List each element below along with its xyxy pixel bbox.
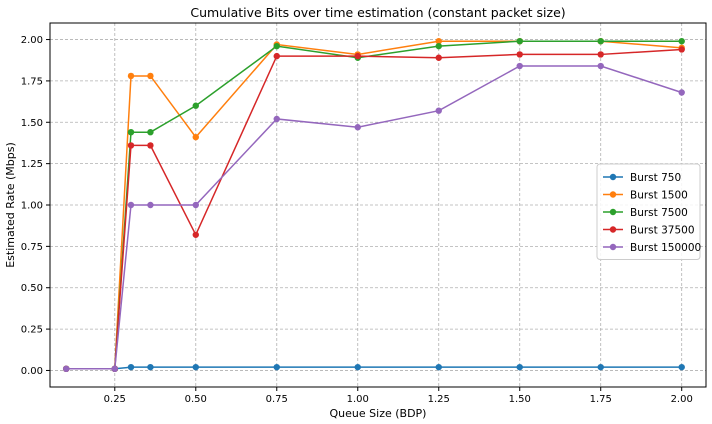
data-point (516, 363, 523, 371)
data-point (273, 42, 280, 50)
legend-box (596, 163, 701, 260)
y-tick-label: 1.00 (21, 201, 43, 212)
x-tick-label: 1.25 (428, 394, 450, 405)
chart-title: Cumulative Bits over time estimation (co… (190, 5, 565, 20)
legend-item: Burst 7500 (603, 207, 688, 219)
data-point (435, 107, 442, 114)
data-point (192, 102, 199, 109)
data-point (678, 46, 685, 53)
data-point (147, 201, 154, 209)
series-line (66, 48, 682, 370)
x-axis-label: Queue Size (BDP) (330, 407, 427, 420)
y-tick-label: 1.75 (21, 76, 43, 87)
data-point (597, 363, 604, 371)
series-lines (62, 38, 685, 372)
y-tick-label: 0.25 (21, 325, 43, 336)
data-point (147, 363, 154, 371)
data-point (678, 38, 685, 45)
x-tick-label: 2.00 (671, 394, 693, 405)
data-point (147, 142, 154, 149)
data-point (597, 38, 604, 45)
series-line (66, 366, 682, 370)
x-tick-label: 1.00 (347, 394, 369, 405)
series-burst-37500 (62, 46, 685, 372)
legend-swatch-marker (609, 243, 617, 251)
y-tick-label: 1.25 (21, 159, 43, 170)
data-point (516, 38, 523, 45)
series-line (66, 65, 682, 370)
data-point (192, 201, 199, 209)
legend-swatch-marker (609, 208, 617, 216)
legend-swatch-marker (609, 191, 617, 198)
data-point (597, 51, 604, 58)
data-point (147, 72, 154, 80)
data-point (435, 38, 442, 45)
data-point (127, 363, 135, 371)
y-tick-label: 0.00 (21, 366, 43, 377)
data-point (111, 365, 118, 372)
data-point (435, 54, 442, 61)
y-tick-label: 2.00 (21, 35, 43, 46)
series-burst-150000 (62, 62, 685, 372)
data-point (127, 72, 135, 80)
legend-item: Burst 37500 (603, 224, 695, 236)
legend-label: Burst 150000 (630, 242, 701, 254)
legend-label: Burst 37500 (630, 224, 695, 236)
data-point (62, 365, 70, 372)
y-axis: 0.00 0.25 0.50 0.75 1.00 1.25 1.50 1.75 2.00 (21, 35, 50, 377)
legend-item: Burst 150000 (603, 242, 701, 254)
data-point (678, 363, 685, 371)
legend-label: Burst 750 (630, 172, 681, 184)
data-point (273, 363, 280, 371)
data-point (435, 363, 442, 371)
y-tick-label: 1.50 (21, 118, 43, 129)
data-point (147, 129, 154, 136)
legend-swatch-marker (609, 173, 617, 181)
y-tick-label: 0.75 (21, 242, 43, 253)
data-point (678, 89, 685, 96)
data-point (127, 142, 135, 149)
data-point (354, 363, 361, 371)
data-point (273, 115, 280, 123)
legend-item: Burst 1500 (603, 189, 688, 201)
legend-label: Burst 1500 (630, 189, 688, 201)
data-point (127, 129, 135, 136)
x-tick-label: 0.25 (104, 394, 126, 405)
data-point (192, 363, 199, 371)
data-point (516, 62, 523, 70)
data-point (597, 62, 604, 70)
x-tick-label: 0.50 (185, 394, 207, 405)
x-tick-label: 1.75 (590, 394, 612, 405)
data-point (516, 51, 523, 58)
data-point (192, 231, 199, 238)
x-axis: 0.25 0.50 0.75 1.00 1.25 1.50 1.75 2.00 (104, 387, 693, 405)
x-tick-label: 0.75 (266, 394, 288, 405)
data-point (192, 133, 199, 141)
legend-swatch-marker (609, 226, 617, 233)
data-point (435, 42, 442, 50)
data-point (273, 52, 280, 60)
legend: Burst 750 Burst 1500 Burst 7500 Burst 37500… (596, 163, 701, 260)
legend-label: Burst 7500 (630, 207, 688, 219)
data-point (127, 201, 135, 209)
legend-item: Burst 750 (603, 172, 681, 184)
y-axis-label: Estimated Rate (Mbps) (4, 142, 17, 268)
data-point (354, 52, 361, 60)
data-point (354, 124, 361, 131)
y-tick-label: 0.50 (21, 283, 43, 294)
x-tick-label: 1.50 (509, 394, 531, 405)
